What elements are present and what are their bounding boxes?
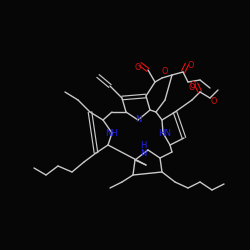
Text: O: O (190, 82, 196, 90)
Text: H: H (140, 140, 146, 149)
Text: O: O (189, 82, 195, 92)
Text: N: N (140, 150, 146, 158)
Text: O: O (211, 98, 217, 106)
Text: O: O (188, 62, 194, 70)
Text: N: N (135, 116, 141, 124)
Text: HN: HN (158, 128, 172, 138)
Text: O: O (135, 62, 141, 72)
Text: NH: NH (106, 128, 118, 138)
Text: O: O (162, 68, 168, 76)
